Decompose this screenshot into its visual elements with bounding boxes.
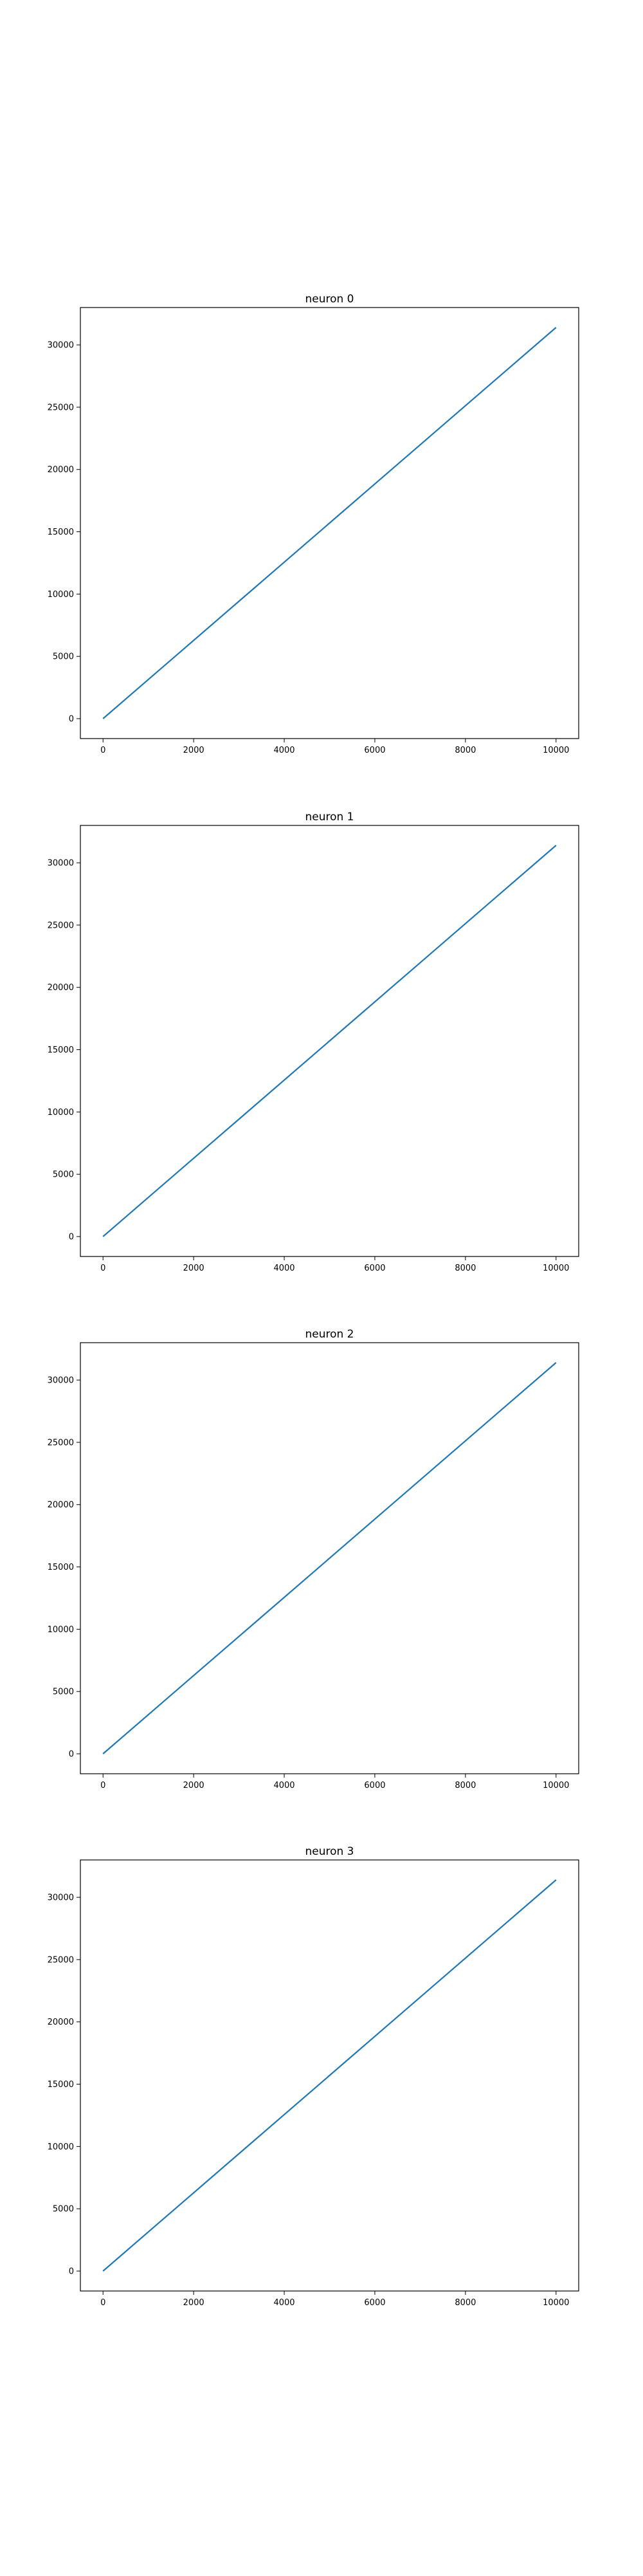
y-tick-label: 30000 <box>48 859 74 869</box>
y-tick-label: 0 <box>69 2267 74 2277</box>
y-tick-label: 20000 <box>48 2018 74 2027</box>
chart-title: neuron 0 <box>305 293 354 306</box>
subplot-2: neuron 2 0 2000 4000 6000 8000 10000 0 5000 10000… <box>48 1328 579 1790</box>
x-tick-label: 4000 <box>273 1781 294 1790</box>
y-tick-label: 10000 <box>48 2142 74 2152</box>
chart-title: neuron 2 <box>305 1328 354 1341</box>
x-tick-label: 8000 <box>455 2298 476 2308</box>
x-tick-label: 6000 <box>364 1781 385 1790</box>
series-line-0 <box>102 1362 557 1754</box>
x-tick-label: 6000 <box>364 2298 385 2308</box>
x-tick-label: 0 <box>100 746 105 755</box>
x-tick-label: 8000 <box>455 1264 476 1273</box>
x-tick-label: 2000 <box>183 1264 204 1273</box>
y-tick-label: 25000 <box>48 1438 74 1448</box>
x-tick-label: 10000 <box>543 2298 569 2308</box>
y-tick-label: 0 <box>69 1750 74 1760</box>
y-tick-label: 15000 <box>48 2080 74 2090</box>
y-tick-label: 15000 <box>48 528 74 537</box>
y-tick-label: 15000 <box>48 1563 74 1572</box>
y-tick-label: 20000 <box>48 983 74 993</box>
x-tick-label: 8000 <box>455 1781 476 1790</box>
x-tick-label: 2000 <box>183 746 204 755</box>
x-tick-label: 0 <box>100 1781 105 1790</box>
axes-frame <box>80 307 579 739</box>
y-tick-label: 20000 <box>48 1500 74 1510</box>
x-tick-label: 0 <box>100 1264 105 1273</box>
chart-title: neuron 3 <box>305 1845 354 1858</box>
x-tick-label: 6000 <box>364 1264 385 1273</box>
y-tick-label: 25000 <box>48 403 74 412</box>
x-tick-label: 4000 <box>273 1264 294 1273</box>
y-tick-label: 5000 <box>53 1170 74 1180</box>
y-tick-label: 5000 <box>53 2205 74 2214</box>
y-tick-label: 10000 <box>48 1625 74 1635</box>
y-tick-label: 30000 <box>48 341 74 351</box>
y-tick-label: 15000 <box>48 1045 74 1055</box>
axes-frame <box>80 1342 579 1774</box>
axes-frame <box>80 825 579 1257</box>
y-tick-label: 5000 <box>53 652 74 662</box>
y-tick-label: 0 <box>69 1233 74 1242</box>
x-tick-label: 2000 <box>183 1781 204 1790</box>
x-tick-label: 2000 <box>183 2298 204 2308</box>
series-line-0 <box>102 327 557 719</box>
x-tick-label: 4000 <box>273 2298 294 2308</box>
x-tick-label: 10000 <box>543 746 569 755</box>
x-tick-label: 10000 <box>543 1264 569 1273</box>
y-tick-label: 10000 <box>48 590 74 600</box>
axes-frame <box>80 1859 579 2292</box>
series-line-0 <box>102 845 557 1237</box>
series-line-0 <box>102 1879 557 2272</box>
y-tick-label: 10000 <box>48 1108 74 1118</box>
y-tick-label: 5000 <box>53 1688 74 1697</box>
x-tick-label: 10000 <box>543 1781 569 1790</box>
subplot-0: neuron 0 0 2000 4000 6000 8000 10000 0 5000 10000… <box>48 293 579 755</box>
x-tick-label: 8000 <box>455 746 476 755</box>
y-tick-label: 25000 <box>48 1955 74 1965</box>
y-tick-label: 0 <box>69 715 74 724</box>
y-tick-label: 30000 <box>48 1376 74 1386</box>
y-tick-label: 30000 <box>48 1893 74 1903</box>
subplot-1: neuron 1 0 2000 4000 6000 8000 10000 0 5000 10000… <box>48 811 579 1273</box>
y-tick-label: 20000 <box>48 465 74 475</box>
y-tick-label: 25000 <box>48 921 74 930</box>
x-tick-label: 6000 <box>364 746 385 755</box>
subplot-3: neuron 3 0 2000 4000 6000 8000 10000 0 5000 10000… <box>48 1845 579 2308</box>
x-tick-label: 4000 <box>273 746 294 755</box>
x-tick-label: 0 <box>100 2298 105 2308</box>
chart-title: neuron 1 <box>305 811 354 823</box>
